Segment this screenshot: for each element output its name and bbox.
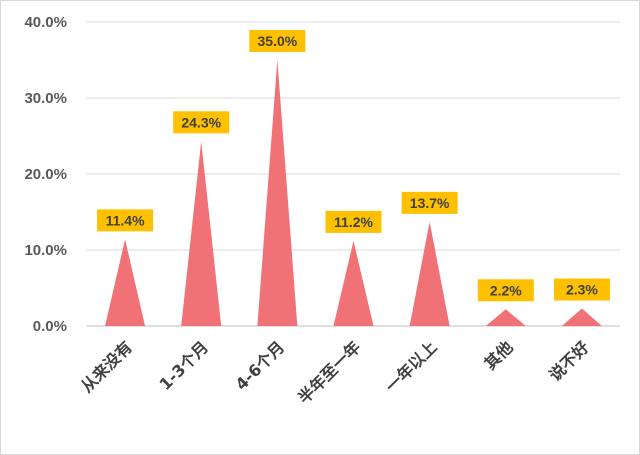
data-label-box (477, 279, 534, 302)
data-label-box (401, 191, 458, 214)
data-label: 11.4% (97, 209, 154, 232)
data-labels: 11.4% 24.3% 35.0% 11.2% 13.7% 2.2% 2.3% (97, 30, 610, 302)
data-label-text: 11.2% (334, 214, 373, 230)
data-label-text: 2.3% (566, 282, 598, 298)
y-tick-label: 10.0% (24, 242, 67, 259)
data-label-box (97, 209, 154, 232)
y-tick-label: 0.0% (33, 318, 67, 335)
data-label: 2.2% (477, 279, 534, 302)
category-label: 1-3个月 (156, 337, 213, 394)
category-label: 4-6个月 (232, 337, 289, 394)
data-label: 11.2% (325, 210, 382, 233)
data-label: 24.3% (173, 111, 230, 134)
data-label-text: 2.2% (490, 282, 522, 298)
data-peak (333, 240, 374, 326)
data-label-text: 35.0% (258, 33, 298, 49)
data-label-box (173, 111, 230, 134)
data-label-box (249, 30, 306, 52)
category-label: 从来没有 (77, 337, 136, 396)
category-label: 说不好 (545, 337, 592, 384)
data-label-text: 13.7% (410, 195, 450, 211)
data-label-text: 24.3% (181, 114, 221, 130)
data-label: 35.0% (249, 30, 306, 52)
data-label-box (553, 278, 610, 301)
data-peak (105, 239, 146, 326)
data-peaks (105, 60, 602, 326)
category-label: 半年至一年 (294, 337, 364, 407)
y-tick-label: 30.0% (24, 90, 67, 107)
category-label: 一年以上 (382, 337, 441, 396)
y-tick-label: 20.0% (24, 166, 67, 183)
data-label: 2.3% (553, 278, 610, 301)
x-axis-categories: 从来没有 1-3个月 4-6个月 半年至一年 一年以上 其他 说不好 (77, 337, 593, 407)
data-peak (485, 309, 526, 326)
category-label: 其他 (481, 337, 517, 373)
data-peak (257, 60, 298, 326)
y-axis-ticks: 0.0% 10.0% 20.0% 30.0% 40.0% (24, 14, 67, 335)
data-label-box (325, 210, 382, 233)
y-tick-label: 40.0% (24, 14, 67, 31)
data-label: 13.7% (401, 191, 458, 214)
data-peak (561, 308, 602, 326)
data-peak (181, 141, 222, 326)
data-label-text: 11.4% (106, 212, 145, 228)
data-peak (409, 221, 450, 326)
